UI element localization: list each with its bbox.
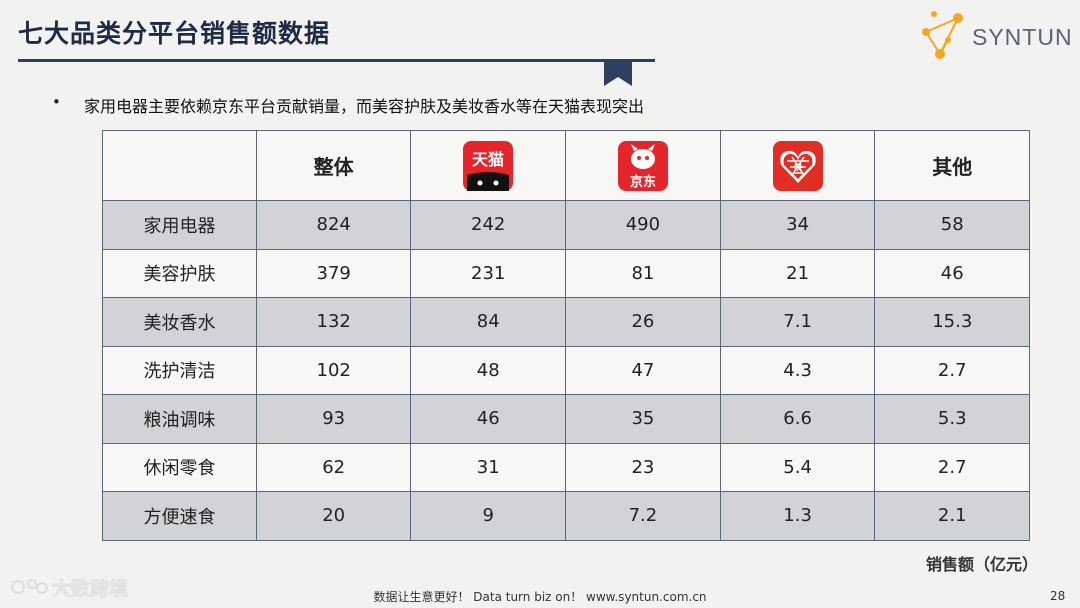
pinduoduo-icon: 拼 xyxy=(772,140,823,191)
cell-jd: 35 xyxy=(565,394,721,444)
cell-others: 58 xyxy=(874,200,1030,250)
table-header-row: 整体 天猫 京东 xyxy=(102,130,1030,201)
bullet-text: 家用电器主要依赖京东平台贡献销量，而美容护肤及美妆香水等在天猫表现突出 xyxy=(84,97,645,116)
bookmark-icon xyxy=(604,62,632,86)
cell-overall: 102 xyxy=(255,345,412,395)
table-row: 美妆香水 132 84 26 7.1 15.3 xyxy=(102,297,1030,347)
cell-others: 15.3 xyxy=(874,297,1030,347)
table-row: 休闲零食 62 31 23 5.4 2.7 xyxy=(102,442,1030,492)
table-row: 粮油调味 93 46 35 6.6 5.3 xyxy=(102,394,1030,444)
cell-tmall: 46 xyxy=(410,394,567,444)
cell-others: 2.7 xyxy=(874,442,1030,492)
jd-icon-text: 京东 xyxy=(630,174,656,190)
cell-overall: 379 xyxy=(255,248,412,298)
cell-pdd: 1.3 xyxy=(719,491,876,541)
cell-pdd: 5.4 xyxy=(719,442,876,492)
cell-others: 2.7 xyxy=(874,345,1030,395)
header-overall: 整体 xyxy=(255,130,412,201)
header-empty-cell xyxy=(102,130,257,201)
cell-pdd: 34 xyxy=(719,200,876,250)
cell-others: 5.3 xyxy=(874,394,1030,444)
pinduoduo-icon-text: 拼 xyxy=(794,162,802,172)
header-others: 其他 xyxy=(874,130,1030,201)
cell-jd: 81 xyxy=(565,248,721,298)
unit-label: 销售额（亿元） xyxy=(926,555,1039,574)
cell-tmall: 31 xyxy=(410,442,567,492)
cell-jd: 26 xyxy=(565,297,721,347)
header-jd: 京东 xyxy=(565,130,721,201)
table-row: 美容护肤 379 231 81 21 46 xyxy=(102,248,1030,298)
watermark-logo-icon xyxy=(11,579,48,594)
cell-pdd: 6.6 xyxy=(719,394,876,444)
footer-slogan: 数据让生意更好！ Data turn biz on！ www.syntun.co… xyxy=(373,590,707,604)
page-title: 七大品类分平台销售额数据 xyxy=(18,19,331,48)
cell-pdd: 7.1 xyxy=(719,297,876,347)
cell-others: 46 xyxy=(874,248,1030,298)
cell-pdd: 21 xyxy=(719,248,876,298)
cell-overall: 824 xyxy=(255,200,412,250)
cell-overall: 62 xyxy=(255,442,412,492)
table-row: 家用电器 824 242 490 34 58 xyxy=(102,200,1030,250)
cell-tmall: 242 xyxy=(410,200,567,250)
cell-jd: 7.2 xyxy=(565,491,721,541)
watermark-text: 大数跨境 xyxy=(52,578,129,600)
jd-icon: 京东 xyxy=(617,140,668,191)
header-pinduoduo: 拼 xyxy=(719,130,876,201)
tmall-icon-text: 天猫 xyxy=(472,150,504,169)
cell-overall: 132 xyxy=(255,297,412,347)
cell-overall: 20 xyxy=(255,491,412,541)
cell-overall: 93 xyxy=(255,394,412,444)
row-category: 家用电器 xyxy=(102,200,257,250)
title-underline xyxy=(18,59,655,62)
cell-tmall: 9 xyxy=(410,491,567,541)
logo-text: SYNTUN xyxy=(972,24,1073,50)
row-category: 方便速食 xyxy=(102,491,257,541)
cell-jd: 490 xyxy=(565,200,721,250)
syntun-logo-icon xyxy=(922,11,963,59)
cell-tmall: 84 xyxy=(410,297,567,347)
cell-others: 2.1 xyxy=(874,491,1030,541)
tmall-icon: 天猫 xyxy=(463,140,514,191)
row-category: 休闲零食 xyxy=(102,442,257,492)
header-tmall: 天猫 xyxy=(410,130,567,201)
bullet-marker: • xyxy=(52,93,61,111)
row-category: 美容护肤 xyxy=(102,248,257,298)
page-number: 28 xyxy=(1050,589,1066,603)
row-category: 洗护清洁 xyxy=(102,345,257,395)
sales-table: 整体 天猫 京东 xyxy=(102,130,1030,541)
cell-jd: 23 xyxy=(565,442,721,492)
table-row: 洗护清洁 102 48 47 4.3 2.7 xyxy=(102,345,1030,395)
table-row: 方便速食 20 9 7.2 1.3 2.1 xyxy=(102,491,1030,541)
row-category: 美妆香水 xyxy=(102,297,257,347)
row-category: 粮油调味 xyxy=(102,394,257,444)
cell-pdd: 4.3 xyxy=(719,345,876,395)
cell-jd: 47 xyxy=(565,345,721,395)
cell-tmall: 231 xyxy=(410,248,567,298)
cell-tmall: 48 xyxy=(410,345,567,395)
